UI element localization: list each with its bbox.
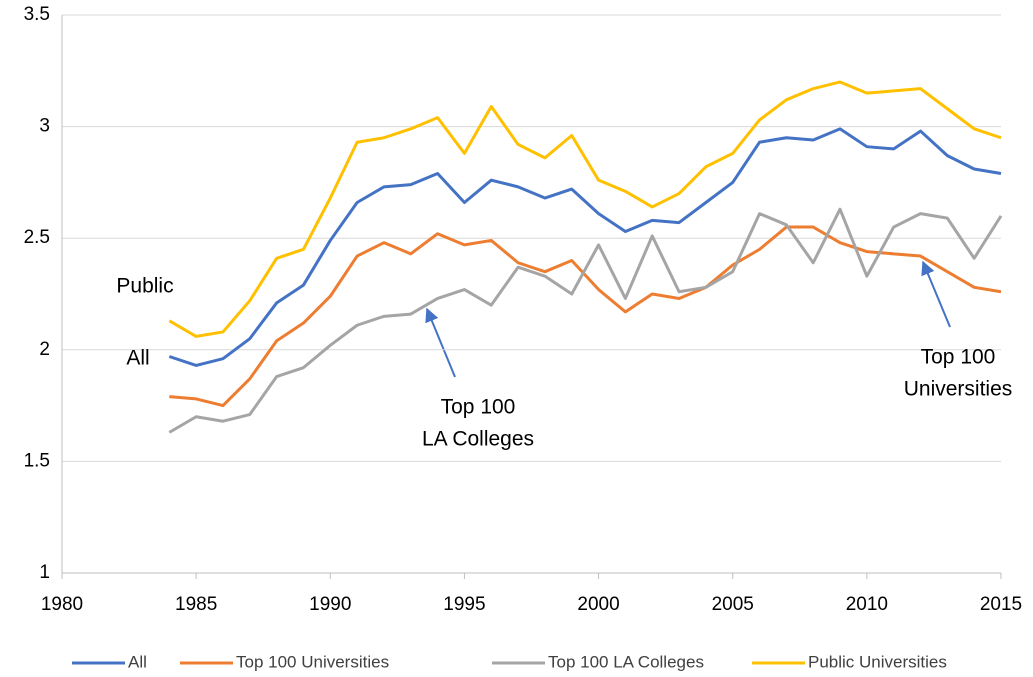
x-tick-label: 2015 xyxy=(980,594,1022,615)
series-line xyxy=(168,127,1002,367)
x-tick-label: 1985 xyxy=(175,594,217,615)
legend-label: All xyxy=(128,652,147,671)
series-line xyxy=(168,207,1003,434)
legend-label: Top 100 Universities xyxy=(236,652,389,671)
legend-label: Public Universities xyxy=(808,652,947,671)
y-tick-label: 3 xyxy=(39,116,50,137)
annotation: Top 100 xyxy=(441,396,516,419)
series-line xyxy=(169,225,1002,408)
arrow xyxy=(921,260,951,328)
annotation: LA Colleges xyxy=(422,428,534,451)
x-tick-label: 2005 xyxy=(712,594,754,615)
annotation: Public xyxy=(116,275,173,298)
x-tick-label: 1990 xyxy=(309,594,351,615)
y-tick-label: 1.5 xyxy=(24,450,50,471)
annotation: All xyxy=(126,347,149,370)
arrow xyxy=(425,307,456,378)
y-tick-label: 3.5 xyxy=(24,4,50,25)
x-tick-label: 1995 xyxy=(443,594,485,615)
x-tick-label: 2010 xyxy=(846,594,888,615)
series-line xyxy=(168,80,1002,338)
x-tick-label: 1980 xyxy=(41,594,83,615)
y-tick-label: 2.5 xyxy=(24,227,50,248)
y-tick-label: 1 xyxy=(39,562,50,583)
annotation: Universities xyxy=(904,378,1013,401)
legend-label: Top 100 LA Colleges xyxy=(548,652,704,671)
y-tick-label: 2 xyxy=(39,339,50,360)
annotation: Top 100 xyxy=(921,346,996,369)
x-tick-label: 2000 xyxy=(577,594,619,615)
